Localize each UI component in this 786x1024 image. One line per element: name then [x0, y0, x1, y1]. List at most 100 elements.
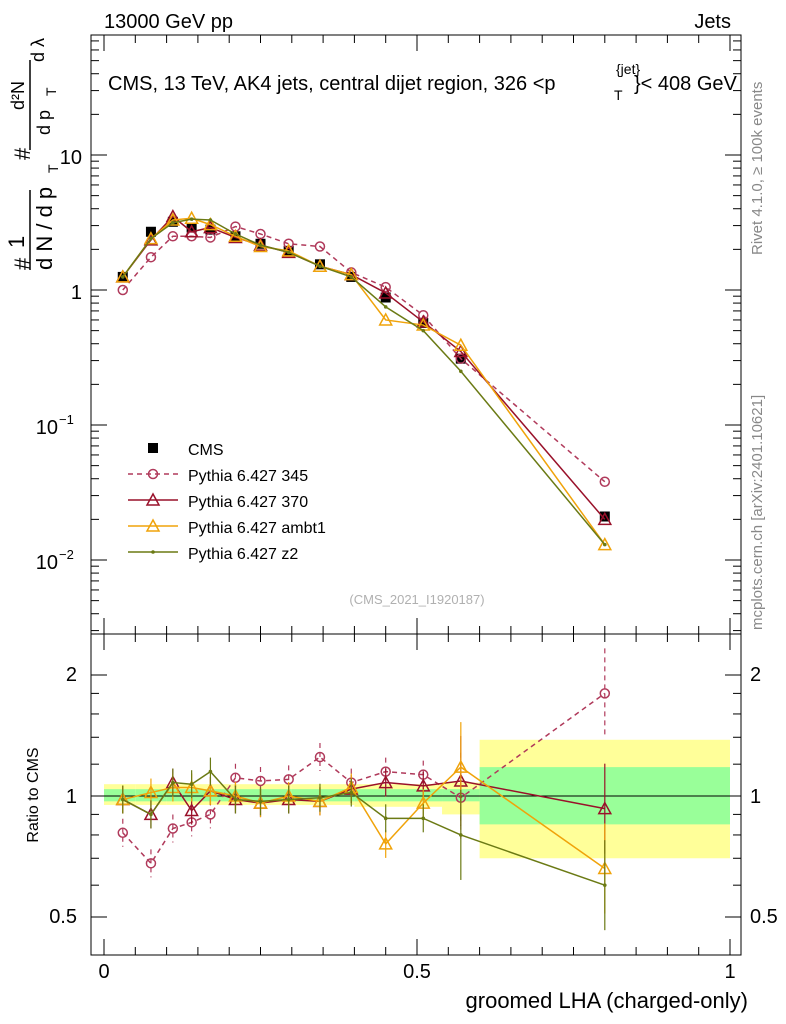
- ratio-point-z2: [258, 799, 263, 804]
- ratio-tick-label-right-2: 2: [750, 664, 761, 686]
- ratio-y-axis-label: Ratio to CMS: [25, 747, 42, 842]
- ratio-point-z2: [349, 790, 354, 795]
- y-label-one: 1: [4, 236, 29, 248]
- data-point-z2: [258, 243, 263, 247]
- y-tick-label-1: 1: [71, 282, 82, 304]
- legend-label-z2: Pythia 6.427 z2: [188, 546, 298, 563]
- series-line-z2: [122, 218, 606, 546]
- plot-title-main: CMS, 13 TeV, AK4 jets, central dijet reg…: [108, 73, 556, 95]
- data-point-p370: [453, 343, 469, 358]
- plot-title-sub: T: [614, 87, 623, 103]
- ratio-point-p370: [378, 774, 393, 789]
- ratio-point-p345: [205, 809, 216, 820]
- data-point-cms: [599, 511, 610, 522]
- legend-marker-cms: [148, 443, 158, 453]
- data-point-p345: [283, 238, 294, 250]
- ratio-tick-label-right-1: 1: [750, 786, 761, 808]
- ratio-point-z2: [318, 795, 322, 800]
- plot-title-tail: }< 408 GeV: [634, 73, 738, 95]
- ratio-point-p345: [167, 823, 179, 834]
- ratio-point-p345: [117, 827, 129, 839]
- x-tick-label-0.5: 0.5: [403, 961, 431, 983]
- x-axis-label: groomed LHA (charged-only): [466, 988, 748, 1013]
- ratio-tick-label-2: 2: [66, 664, 77, 686]
- data-point-cms: [418, 317, 429, 328]
- y-label-dlambda: d λ: [28, 38, 48, 62]
- ratio-line-p345: [122, 692, 606, 865]
- data-point-ambt1: [203, 217, 218, 231]
- ratio-point-p370: [597, 801, 613, 815]
- rivet-version-label: Rivet 4.1.0, ≥ 100k events: [749, 82, 766, 255]
- ratio-point-p345: [255, 775, 266, 787]
- ratio-point-ambt1: [378, 836, 393, 850]
- data-point-ambt1: [165, 212, 181, 226]
- green-band-2: [166, 789, 230, 802]
- data-point-p370: [597, 511, 613, 526]
- data-point-p345: [314, 241, 326, 252]
- ratio-point-z2: [149, 812, 153, 817]
- ratio-point-z2: [459, 833, 463, 837]
- legend-label-cms: CMS: [188, 442, 224, 459]
- plot-title: CMS, 13 TeV, AK4 jets, central dijet reg…: [108, 61, 738, 103]
- header-jets-label: Jets: [694, 11, 731, 33]
- y-tick-label-10: 10: [60, 147, 82, 169]
- uncertainty-bands: [91, 739, 741, 859]
- y-tick-label-0.1-exp: −1: [59, 412, 74, 427]
- legend-marker-p345: [147, 468, 159, 480]
- data-point-ambt1: [597, 537, 613, 551]
- data-point-z2: [208, 218, 213, 222]
- plot-title-sup: {jet}: [616, 61, 640, 77]
- data-point-p370: [203, 220, 218, 234]
- ratio-plot-frame: [90, 633, 742, 956]
- legend-marker-p370: [145, 492, 161, 506]
- x-tick-label-1: 1: [724, 961, 735, 983]
- data-point-p345: [380, 281, 391, 293]
- y-tick-label-0.01-base: 10: [36, 552, 58, 574]
- ratio-point-p370: [184, 802, 199, 817]
- mcplots-label: mcplots.cern.ch [arXiv:2401.10621]: [749, 395, 766, 630]
- data-point-z2: [459, 369, 463, 374]
- legend-label-p345: Pythia 6.427 345: [188, 468, 308, 485]
- data-point-p345: [455, 353, 467, 364]
- y-tick-label-0.1-base: 10: [36, 417, 58, 439]
- green-band-5: [354, 789, 443, 802]
- ratio-point-z2: [421, 816, 426, 821]
- y-label-hash2: #: [10, 147, 35, 160]
- analysis-id-watermark: (CMS_2021_I1920187): [349, 592, 484, 607]
- ratio-point-z2: [120, 797, 125, 802]
- main-plot-frame: [90, 34, 742, 635]
- ratio-line-z2: [122, 770, 606, 886]
- data-point-ambt1: [453, 337, 469, 351]
- data-point-cms: [186, 222, 197, 233]
- data-point-ambt1: [344, 267, 359, 281]
- ratio-point-p345: [314, 751, 326, 763]
- ratio-point-z2: [233, 797, 238, 802]
- ratio-point-z2: [383, 816, 388, 821]
- data-point-z2: [349, 275, 354, 279]
- data-point-z2: [603, 542, 607, 547]
- y-tick-label-0.01-exp: −2: [59, 547, 74, 562]
- data-point-z2: [171, 220, 175, 225]
- header-energy-label: 13000 GeV pp: [104, 11, 233, 33]
- legend-marker-ambt1: [145, 518, 161, 532]
- ratio-point-z2: [208, 769, 213, 774]
- data-point-ambt1: [378, 312, 393, 326]
- ratio-point-z2: [171, 780, 175, 785]
- main-series-group: [115, 208, 613, 551]
- data-point-p345: [145, 251, 157, 263]
- y-label-dn: d N / d p: [32, 187, 57, 270]
- y-label-den: d p: [34, 110, 54, 135]
- y-label-t1: T: [45, 164, 61, 173]
- data-point-p370: [184, 224, 199, 238]
- series-line-p345: [122, 225, 606, 483]
- legend-label-ambt1: Pythia 6.427 ambt1: [188, 520, 326, 537]
- data-point-ambt1: [143, 231, 159, 245]
- ratio-point-z2: [189, 782, 194, 786]
- x-tick-label-0: 0: [98, 961, 109, 983]
- legend: CMS Pythia 6.427 345 Pythia 6.427 370 Pythi…: [128, 442, 326, 563]
- data-point-p345: [167, 231, 179, 242]
- data-point-ambt1: [184, 210, 199, 225]
- ratio-point-z2: [286, 797, 291, 802]
- ratio-point-ambt1: [453, 759, 469, 773]
- data-point-ambt1: [312, 258, 328, 272]
